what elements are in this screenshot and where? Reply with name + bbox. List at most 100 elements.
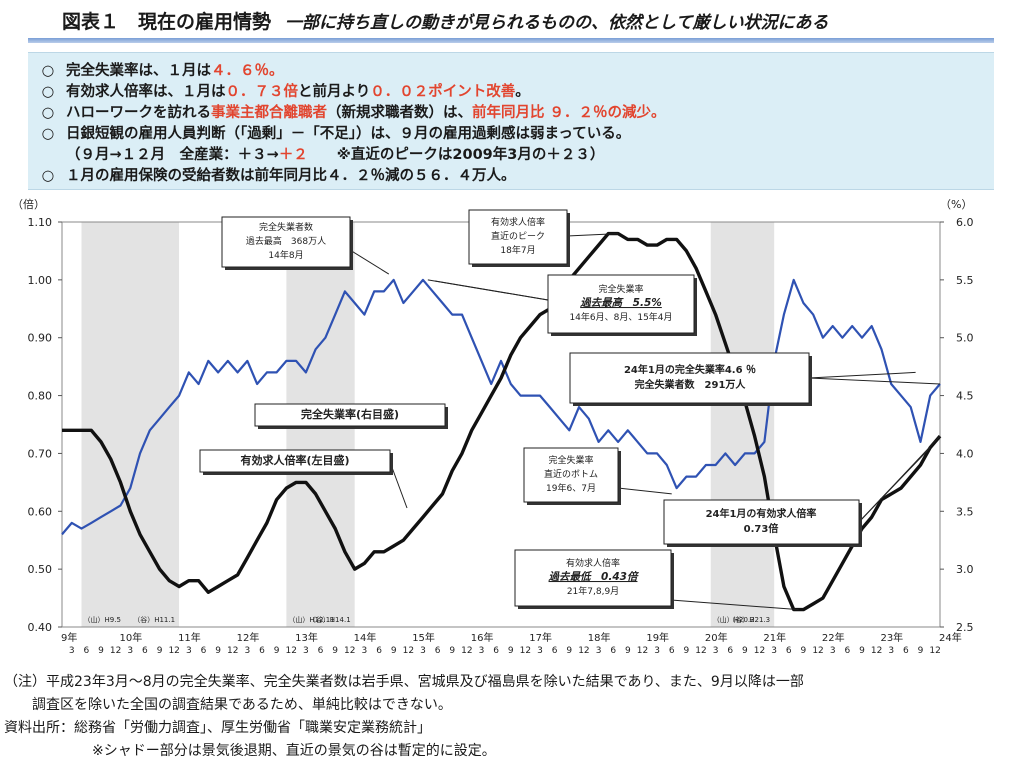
annotation-box <box>199 449 391 473</box>
x-month-label: 6 <box>435 646 441 656</box>
x-month-label: 6 <box>259 646 265 656</box>
summary-text: ハローワークを訪れる <box>66 105 211 121</box>
x-month-label: 9 <box>391 646 397 656</box>
annotation-text: 完全失業者数 <box>259 221 313 233</box>
bullet-icon: ○ <box>41 105 55 121</box>
x-month-label: 9 <box>157 646 163 656</box>
x-month-label: 6 <box>552 646 558 656</box>
y-right-unit: （%） <box>940 198 972 211</box>
annotation-text: 14年6月、8月、15年4月 <box>569 311 672 323</box>
y-right-tick-label: 3.0 <box>956 563 974 576</box>
x-month-label: 9 <box>859 646 865 656</box>
shade-trough-label: （谷）H11.1 <box>133 615 175 624</box>
x-month-label: 3 <box>420 646 426 656</box>
x-month-label: 9 <box>742 646 748 656</box>
x-year-label: 12年 <box>237 631 260 644</box>
x-month-label: 12 <box>344 646 355 656</box>
annotation-leader <box>858 447 931 523</box>
x-month-label: 3 <box>654 646 660 656</box>
x-year-label: 21年 <box>763 631 786 644</box>
x-year-label: 11年 <box>178 631 201 644</box>
annotation-text: 18年7月 <box>500 244 535 256</box>
x-month-label: 9 <box>332 646 338 656</box>
x-month-label: 3 <box>244 646 250 656</box>
x-month-label: 12 <box>812 646 823 656</box>
annotation-text: 19年6、7月 <box>546 482 596 494</box>
summary-line: ○ 完全失業率は、１月は４．６％。 <box>30 59 284 80</box>
summary-line: ○ ハローワークを訪れる事業主都合離職者（新規求職者数）は、前年同月比 ９．２％の… <box>30 101 666 122</box>
annotation-leader <box>617 487 672 495</box>
x-month-label: 9 <box>215 646 221 656</box>
ratio-series-line <box>62 231 942 612</box>
recession-shade <box>710 222 775 627</box>
y-left-tick-label: 1.00 <box>28 274 53 287</box>
x-month-label: 9 <box>918 646 924 656</box>
x-year-label: 13年 <box>295 631 318 644</box>
annotation-leader <box>808 377 941 385</box>
rate-series-line <box>61 278 941 536</box>
y-left-tick-label: 1.10 <box>28 216 53 229</box>
y-left-tick-label: 0.80 <box>28 390 53 403</box>
x-month-label: 6 <box>727 646 733 656</box>
y-right-tick-label: 6.0 <box>956 216 974 229</box>
y-right-tick-label: 3.5 <box>956 505 974 518</box>
annotation-box <box>569 352 810 404</box>
note-line-2: 調査区を除いた全国の調査結果であるため、単純比較はできない。 <box>32 697 452 713</box>
x-month-label: 6 <box>84 646 90 656</box>
summary-highlight: ４．６％。 <box>211 63 284 79</box>
x-month-label: 12 <box>578 646 589 656</box>
title-rule <box>28 38 994 43</box>
x-month-label: 6 <box>669 646 675 656</box>
summary-text: 有効求人倍率は、１月は <box>66 84 226 100</box>
annotation-text: 過去最低 0.43倍 <box>548 570 639 583</box>
annotation-leader <box>670 599 799 611</box>
x-month-label: 3 <box>69 646 75 656</box>
shade-trough-label: （谷）H21.3 <box>728 615 770 624</box>
summary-text: １月の雇用保険の受給者数は前年同月比４．２％減の５６．４万人。 <box>66 168 516 184</box>
x-month-label: 3 <box>771 646 777 656</box>
summary-line: ○ １月の雇用保険の受給者数は前年同月比４．２％減の５６．４万人。 <box>30 164 516 185</box>
x-year-label: 19年 <box>646 631 669 644</box>
title-subtitle: 一部に持ち直しの動きが見られるものの、依然として厳しい状況にある <box>285 13 829 33</box>
annotation-leader <box>349 249 390 275</box>
x-month-label: 3 <box>303 646 309 656</box>
annotation-box <box>468 209 568 265</box>
annotation-text: 0.73倍 <box>744 522 779 535</box>
x-month-label: 12 <box>520 646 531 656</box>
x-month-label: 9 <box>508 646 514 656</box>
annotation-text: 完全失業率(右目盛) <box>301 407 399 421</box>
note-shadow: ※シャドー部分は景気後退期、直近の景気の谷は暫定的に設定。 <box>92 743 496 759</box>
summary-text: 。 <box>515 84 530 100</box>
y-left-tick-label: 0.90 <box>28 332 53 345</box>
x-month-label: 12 <box>929 646 940 656</box>
shade-peak-label: （山）H20.2 <box>713 615 755 624</box>
x-month-label: 3 <box>127 646 133 656</box>
y-left-tick-label: 0.60 <box>28 505 53 518</box>
x-month-label: 6 <box>844 646 850 656</box>
annotation-text: 直近のボトム <box>544 468 598 480</box>
x-month-label: 6 <box>318 646 324 656</box>
annotation-text: 完全失業者数 291万人 <box>635 378 747 391</box>
x-month-label: 3 <box>362 646 368 656</box>
annotation-leader <box>427 279 549 301</box>
annotation-box <box>663 499 860 545</box>
bullet-icon: ○ <box>41 84 55 100</box>
annotation-text: 21年7,8,9月 <box>567 585 619 597</box>
page-title: 図表１ 現在の雇用情勢 一部に持ち直しの動きが見られるものの、依然として厳しい状況… <box>62 7 829 34</box>
summary-text: （新規求職者数）は、 <box>327 105 472 121</box>
bullet-icon: ○ <box>41 126 55 142</box>
x-month-label: 3 <box>830 646 836 656</box>
x-year-label: 18年 <box>588 631 611 644</box>
y-right-tick-label: 2.5 <box>956 621 974 634</box>
x-month-label: 12 <box>461 646 472 656</box>
shade-peak-label: （山）H9.5 <box>84 615 121 624</box>
summary-line: ○ 有効求人倍率は、１月は０．７３倍と前月より０．０２ポイント改善。 <box>30 80 530 101</box>
x-month-label: 12 <box>871 646 882 656</box>
x-month-label: 9 <box>801 646 807 656</box>
summary-text: （９月→１２月 全産業：＋３→ <box>66 147 279 163</box>
summary-text: ※直近のピークは2009年3月の＋２３） <box>307 147 605 163</box>
x-month-label: 6 <box>142 646 148 656</box>
note-line-1: （注）平成23年3月～8月の完全失業率、完全失業者数は岩手県、宮城県及び福島県を… <box>4 674 804 690</box>
annotation-text: 有効求人倍率 <box>491 216 545 228</box>
annotation-text: 14年8月 <box>268 249 303 261</box>
